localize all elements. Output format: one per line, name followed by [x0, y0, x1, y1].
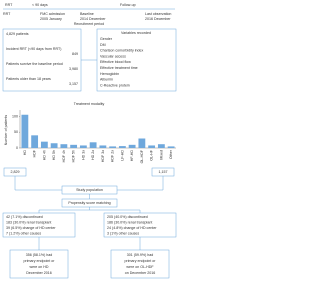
bar [21, 114, 29, 148]
x-tick-label: HDF 2x [111, 150, 115, 162]
x-tick-label: HDF 3x [101, 150, 105, 162]
bar [70, 144, 78, 148]
y-tick-label: 100 [12, 114, 18, 118]
reason: 39 (6.5%) change of HD center [6, 226, 56, 230]
group-count: 1,157 [159, 170, 168, 174]
timeline-date: 2016 December [145, 17, 171, 21]
connector [14, 59, 164, 250]
timeline-date: 2005 January [40, 17, 62, 21]
bar [109, 146, 117, 148]
flow-box [2, 28, 82, 92]
result: primary endpoint or [24, 259, 56, 263]
period: Recruitment period [74, 22, 104, 26]
x-tick-label: HD 5h [52, 150, 56, 160]
variable: C-Reactive protein [100, 83, 130, 87]
bar [50, 143, 58, 148]
timeline-label: RRT [5, 3, 13, 7]
bar [40, 141, 48, 148]
bar [157, 144, 165, 148]
timeline-label: Baseline [80, 12, 94, 16]
flow-count: 849 [72, 52, 78, 56]
x-tick-label: HDF 4h [62, 150, 66, 162]
x-tick-label: HF-HD [130, 150, 134, 162]
x-tick-label: Mixed [159, 150, 163, 160]
diagram: Recruitment period Treatment modality Nu… [2, 3, 177, 279]
x-tick-label: HD 3x [81, 150, 85, 160]
x-tick-label: HDF [33, 149, 37, 157]
variable: Effective treatment time [100, 66, 138, 70]
reason: 183 (30.0%) renal transplant [6, 220, 51, 224]
x-tick-label: HDF 5h [72, 150, 76, 162]
variable: Effective blood flow [100, 60, 131, 64]
reason: 205 (40.0%) discontinued [107, 215, 148, 219]
flow-step: 4,829 patients [6, 32, 29, 36]
x-tick-label: HD 4h [42, 150, 46, 160]
x-tick-label: OL-HF [150, 149, 154, 161]
y-tick-label: 0 [16, 146, 18, 150]
y-tick-label: 50 [14, 130, 18, 134]
variable: Albumin [100, 78, 113, 82]
reason: 7 (1.2%) other causes [6, 231, 41, 235]
reason: 24 (4.8%) change of HD center [107, 226, 157, 230]
bar [31, 135, 39, 148]
bar [128, 144, 136, 148]
result: on December 2016 [125, 271, 156, 275]
chart-title: Treatment modality [74, 102, 105, 106]
group-count: 2,829 [11, 170, 20, 174]
bar [148, 145, 156, 148]
variable: DM [100, 43, 106, 47]
result: December 2016 [26, 271, 52, 275]
timeline-label: Follow-up [120, 3, 136, 7]
bar [79, 145, 87, 148]
right-result [110, 249, 170, 279]
variable: Vascular access [100, 54, 126, 58]
x-tick-label: HD [23, 150, 27, 156]
timeline-date: 2014 December [80, 17, 106, 21]
x-tick-label: OL-HDF [140, 149, 144, 163]
result: 356 (58.1%) had [26, 253, 53, 257]
reason: 186 (30.0%) renal transplant [107, 220, 152, 224]
flow-step: Patients survive the baseline period [6, 62, 63, 66]
y-label: Number of patients [4, 115, 8, 146]
reason: 42 (7.1%) discontinued [6, 215, 43, 219]
bar [167, 146, 175, 148]
flow-count: 3,980 [69, 67, 78, 71]
bar [60, 144, 68, 148]
variable: Hemoglobin [100, 72, 119, 76]
variable: Gender [100, 37, 113, 41]
timeline-label: RRT [3, 12, 11, 16]
flow-step: Incident RRT (<90 days from RRT) [6, 47, 61, 51]
bar [89, 142, 97, 148]
matching: Propensity score matching [68, 201, 110, 205]
x-tick-label: Other [169, 149, 173, 159]
variables-title: Variables recorded [121, 31, 151, 35]
result: were on OL-HDF [126, 265, 154, 269]
result: primary endpoint or [125, 259, 157, 263]
timeline-label: < 90 days [32, 3, 48, 7]
timeline-label: Last observation [145, 12, 171, 16]
flow-count: 3,157 [69, 82, 78, 86]
flow-step: Patients older than 18 years [6, 77, 51, 81]
x-tick-label: HD 2x [91, 150, 95, 160]
bar [99, 145, 107, 148]
variable: Charlson comorbidity index [100, 49, 144, 53]
variables-box [96, 28, 177, 92]
result: 301 (59.9%) had [127, 253, 154, 257]
result: were on HD [30, 265, 49, 269]
study-population: Study population [76, 188, 103, 192]
x-tick-label: LF-HD [120, 150, 124, 161]
timeline-label: FMC admission [40, 12, 65, 16]
bar [118, 146, 126, 148]
reason: 3 (1%) other causes [107, 231, 139, 235]
bar [138, 138, 146, 148]
